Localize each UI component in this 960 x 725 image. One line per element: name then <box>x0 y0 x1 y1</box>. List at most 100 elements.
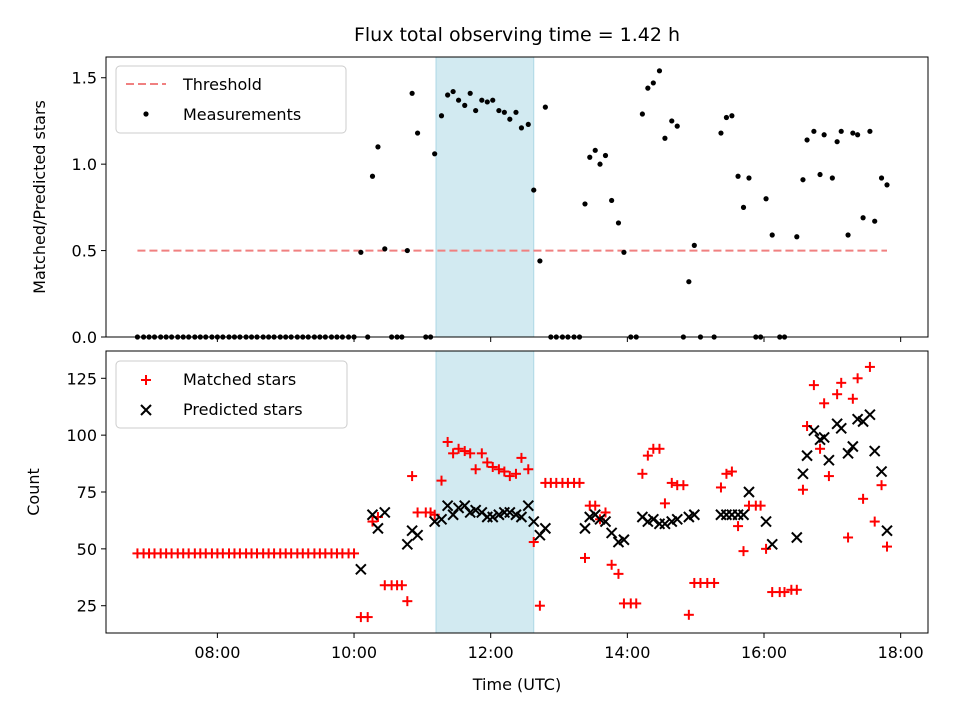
predicted-star-point <box>671 513 683 525</box>
x-marker-stroke-b <box>864 408 876 421</box>
x-marker-stroke-b <box>881 524 893 537</box>
matched-star-point <box>858 493 869 504</box>
measurement-point <box>729 113 735 119</box>
predicted-star-point <box>528 515 540 528</box>
matched-star-point <box>436 475 447 486</box>
measurement-point <box>811 128 817 134</box>
measurement-point <box>867 128 873 134</box>
x-marker-stroke-b <box>760 515 772 528</box>
predicted-star-point <box>599 515 612 528</box>
x-marker-stroke-b <box>504 506 516 519</box>
measurement-point <box>860 215 866 221</box>
predicted-star-point <box>766 538 778 551</box>
matched-star-point <box>631 598 642 609</box>
measurement-point <box>358 249 364 255</box>
predicted-star-point <box>605 527 618 539</box>
measurement-point <box>490 97 496 103</box>
measurement-point <box>656 68 663 74</box>
measurement-point <box>537 258 543 264</box>
matched-star-point <box>637 468 648 479</box>
matched-star-point <box>819 398 830 409</box>
measurement-point <box>582 201 588 207</box>
measurement-point <box>735 173 741 179</box>
top-y-tick-label: 1.5 <box>72 69 97 88</box>
measurement-point <box>669 118 675 124</box>
matched-star-point <box>442 436 453 447</box>
bottom-shaded-interval <box>435 350 535 634</box>
measurement-point <box>855 132 861 138</box>
measurement-point <box>484 99 490 105</box>
bottom-y-axis-label: Count <box>24 468 43 516</box>
x-marker-stroke-b <box>842 447 854 460</box>
x-marker-stroke-b <box>366 509 379 521</box>
measurement-point <box>513 109 519 115</box>
x-marker-stroke-b <box>469 504 482 516</box>
x-marker-stroke-b <box>579 522 591 535</box>
predicted-star-point <box>760 515 772 528</box>
top-x-ticks <box>216 337 902 342</box>
matched-star-point <box>715 482 726 493</box>
measurement-point <box>740 204 747 210</box>
measurement-points <box>134 68 890 340</box>
x-marker-stroke-b <box>140 404 152 416</box>
matched-star-point <box>528 537 539 548</box>
predicted-star-point <box>868 445 881 457</box>
measurement-point <box>769 232 775 238</box>
matched-star-point <box>606 559 617 570</box>
predicted-star-point <box>875 465 888 478</box>
predicted-star-point <box>881 524 893 537</box>
x-marker-stroke-b <box>355 563 367 576</box>
measurement-point <box>800 177 806 183</box>
measurement-point <box>404 247 410 254</box>
measurement-point <box>686 279 692 285</box>
predicted-star-point <box>435 513 448 525</box>
x-marker-stroke-b <box>599 515 612 528</box>
measurement-point <box>878 175 885 181</box>
bottom-x-ticks: 08:00 10:00 12:00 14:00 16:00 18:00 <box>194 633 924 662</box>
measurement-point <box>414 130 421 136</box>
predicted-star-point <box>847 440 859 453</box>
matched-star-point <box>504 471 515 482</box>
matched-star-point <box>396 580 407 591</box>
matched-star-point <box>516 452 527 463</box>
predicted-star-point <box>411 529 424 541</box>
predicted-star-point <box>401 538 414 551</box>
predicted-star-point <box>355 563 367 576</box>
measurement-point <box>884 182 890 188</box>
x-marker-stroke-b <box>452 502 465 514</box>
top-axes-frame <box>105 56 929 338</box>
bottom-y-tick-label: 25 <box>77 597 97 616</box>
x-marker-stroke-b <box>847 440 859 453</box>
predicted-star-point <box>818 431 830 444</box>
x-marker-stroke-b <box>605 527 618 539</box>
chart-title: Flux total observing time = 1.42 h <box>354 24 680 46</box>
x-marker-stroke-b <box>411 529 424 541</box>
matched-star-point <box>779 587 790 598</box>
x-marker-stroke-b <box>401 538 414 551</box>
predicted-star-point <box>647 513 660 525</box>
measurement-point <box>587 154 593 160</box>
measurement-point <box>763 196 769 202</box>
matched-star-point <box>487 461 498 472</box>
matched-star-point <box>642 450 653 461</box>
measurement-point <box>592 147 598 153</box>
measurement-point <box>409 90 415 96</box>
predicted-star-point <box>372 522 384 535</box>
predicted-star-point <box>522 499 534 512</box>
predicted-star-point <box>743 486 755 498</box>
predicted-star-point <box>842 447 854 460</box>
predicted-star-point <box>515 511 528 523</box>
x-marker-stroke-b <box>594 513 606 525</box>
measurement-point <box>462 102 468 108</box>
measurement-point <box>609 197 615 204</box>
matched-star-point <box>882 541 893 552</box>
x-marker-stroke-b <box>487 511 499 523</box>
legend-measurements-swatch <box>143 111 149 117</box>
matched-star-point <box>613 568 624 579</box>
matched-star-point <box>476 448 487 459</box>
x-tick-label: 14:00 <box>604 643 650 662</box>
matched-star-point <box>832 389 843 400</box>
matched-star-point <box>448 448 459 459</box>
x-marker-stroke-b <box>818 431 830 444</box>
